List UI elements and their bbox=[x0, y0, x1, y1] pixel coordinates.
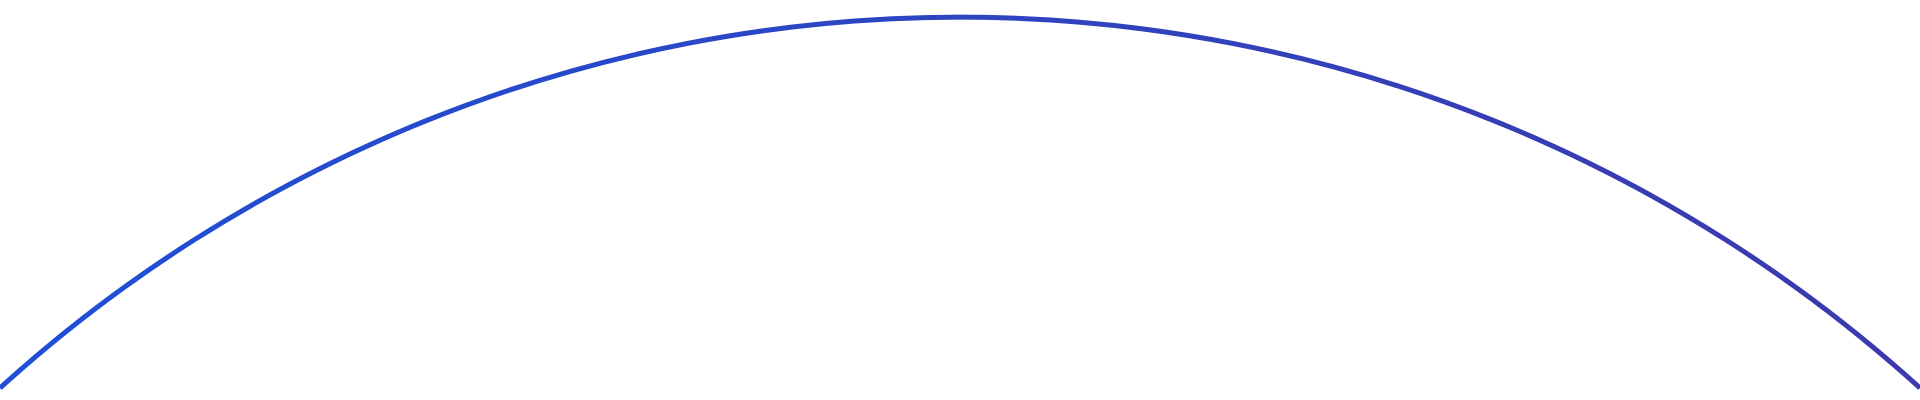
decorative-arc bbox=[0, 14, 1920, 390]
